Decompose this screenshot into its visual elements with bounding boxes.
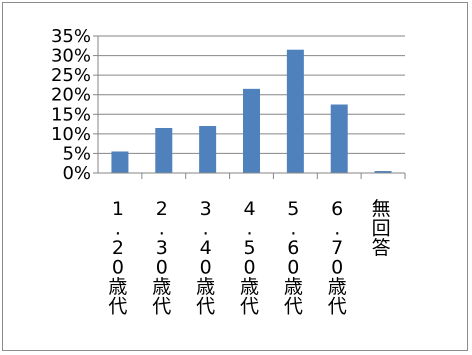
bars: [111, 49, 392, 174]
category-label-char: 7: [331, 237, 343, 259]
category-label-char: 0: [331, 257, 343, 279]
bar: [155, 127, 173, 173]
y-tick-label: 30%: [51, 46, 91, 67]
category-label-char: .: [290, 218, 296, 240]
category-label-char: 歳: [328, 276, 347, 298]
bar: [199, 126, 217, 173]
bar: [330, 104, 348, 173]
y-tick-labels: 0%5%10%15%20%25%30%35%: [51, 26, 91, 184]
category-label-char: 3: [200, 198, 212, 220]
bar-chart: 0%5%10%15%20%25%30%35% 1.20歳代2.30歳代3.40歳…: [51, 26, 406, 318]
category-label-char: 0: [200, 257, 212, 279]
category-label-char: 答: [372, 237, 391, 259]
bar: [286, 49, 304, 174]
category-label-char: .: [115, 218, 121, 240]
category-label-char: 代: [196, 296, 215, 318]
category-label-char: .: [334, 218, 340, 240]
category-label-char: 代: [240, 296, 259, 318]
category-label-char: 回: [372, 218, 391, 240]
category-label-char: 歳: [108, 276, 127, 298]
y-tick-label: 5%: [62, 143, 91, 164]
category-label-char: 0: [243, 257, 255, 279]
category-label-char: 2: [112, 237, 124, 259]
category-label-char: 0: [156, 257, 168, 279]
category-label-char: 歳: [240, 276, 259, 298]
y-tick-label: 20%: [51, 85, 91, 106]
category-label-char: 0: [112, 257, 124, 279]
category-label-char: 3: [156, 237, 168, 259]
bar: [374, 171, 392, 173]
category-label-char: 歳: [196, 276, 215, 298]
category-label-char: 代: [284, 296, 303, 318]
category-label-char: 代: [108, 296, 127, 318]
bar: [111, 151, 129, 173]
category-label-char: 4: [200, 237, 212, 259]
category-label-char: .: [203, 218, 209, 240]
y-tick-label: 35%: [51, 26, 91, 47]
category-label-char: .: [246, 218, 252, 240]
category-label-char: 6: [287, 237, 299, 259]
y-tick-label: 25%: [51, 65, 91, 86]
category-label-char: 0: [287, 257, 299, 279]
category-label-char: 1: [112, 198, 124, 220]
category-label-char: 5: [287, 198, 299, 220]
bar: [243, 88, 260, 173]
category-label-char: 歳: [284, 276, 303, 298]
category-label-char: 4: [243, 198, 255, 220]
category-label-char: 代: [152, 296, 171, 318]
category-label-char: 5: [243, 237, 255, 259]
category-label-char: 歳: [152, 276, 171, 298]
category-label-char: .: [159, 218, 165, 240]
y-tick-label: 15%: [51, 104, 91, 125]
y-tick-label: 10%: [51, 124, 91, 145]
category-label: 無回答: [372, 198, 391, 259]
category-label-char: 6: [331, 198, 343, 220]
y-tick-label: 0%: [62, 163, 91, 184]
category-label-char: 2: [156, 198, 168, 220]
category-label-char: 代: [328, 296, 347, 318]
axes: [93, 35, 406, 179]
category-label-char: 無: [372, 198, 391, 220]
